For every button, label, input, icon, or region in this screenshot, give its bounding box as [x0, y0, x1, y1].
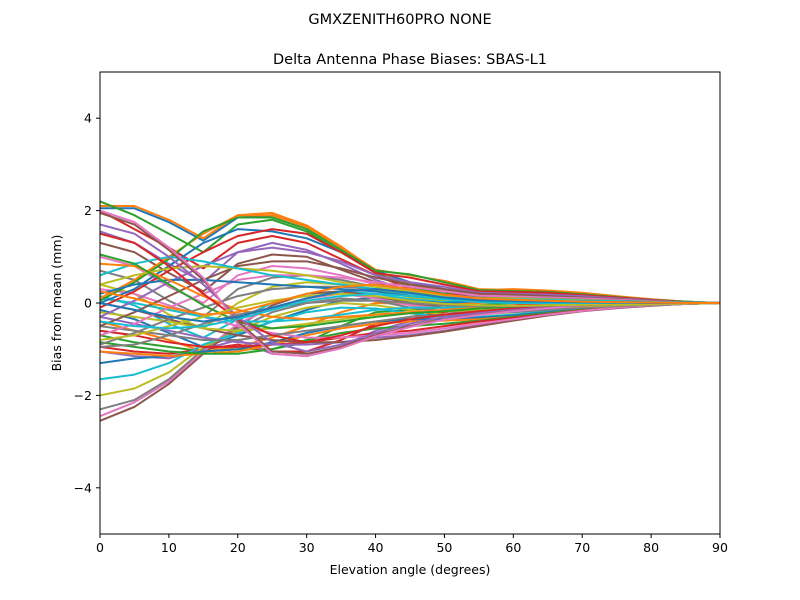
chart-title: Delta Antenna Phase Biases: SBAS-L1 [273, 52, 547, 68]
x-tick-label: 0 [96, 540, 104, 555]
y-axis-label: Bias from mean (mm) [49, 235, 64, 372]
x-tick-label: 90 [712, 540, 728, 555]
figure-suptitle: GMXZENITH60PRO NONE [308, 12, 491, 28]
series-lines [99, 200, 721, 422]
y-tick-label: 4 [84, 111, 92, 126]
series-line-52 [99, 283, 720, 316]
x-tick-label: 60 [505, 540, 521, 555]
y-tick-label: −2 [74, 388, 92, 403]
x-axis-label: Elevation angle (degrees) [330, 562, 491, 577]
x-tick-label: 20 [230, 540, 246, 555]
y-tick-label: 2 [84, 203, 92, 218]
x-tick-label: 30 [299, 540, 315, 555]
y-tick-label: 0 [84, 296, 92, 311]
x-tick-label: 40 [368, 540, 384, 555]
x-tick-label: 10 [161, 540, 177, 555]
series-line-49 [99, 292, 721, 341]
x-axis: 0 10 20 30 40 50 60 70 80 90 [96, 534, 728, 555]
y-axis: −4 −2 0 2 4 [74, 111, 100, 495]
x-tick-label: 50 [436, 540, 452, 555]
y-tick-label: −4 [74, 480, 92, 495]
x-tick-label: 80 [643, 540, 659, 555]
x-tick-label: 70 [574, 540, 590, 555]
